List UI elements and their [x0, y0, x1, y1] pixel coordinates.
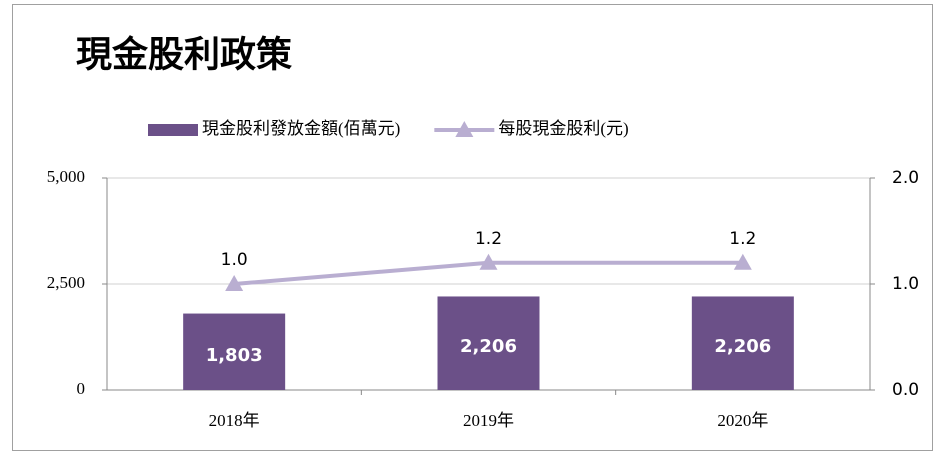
bar: [183, 313, 286, 390]
y-tick-label: 2,500: [47, 273, 85, 292]
legend-label: 每股現金股利(元): [498, 119, 628, 138]
y-tick-label: 5,000: [47, 167, 85, 186]
chart-title: 現金股利政策: [76, 33, 292, 74]
y-tick-label: 0: [77, 379, 86, 398]
y2-tick-label: 2.0: [892, 168, 919, 188]
data-label: 1.2: [475, 229, 502, 249]
y2-tick-label: 1.0: [892, 274, 919, 294]
legend-swatch: [148, 124, 198, 136]
x-tick-label: 2018年: [209, 411, 260, 430]
bar: [437, 296, 540, 390]
line-marker: [479, 253, 498, 270]
legend-label: 現金股利發放金額(佰萬元): [202, 119, 400, 138]
data-label: 2,206: [460, 336, 517, 357]
x-tick-label: 2019年: [463, 411, 514, 430]
data-label: 2,206: [714, 336, 771, 357]
line-marker: [225, 275, 244, 291]
bar: [691, 296, 794, 390]
y2-tick-label: 0.0: [892, 380, 919, 400]
data-label: 1.2: [729, 229, 756, 249]
line-marker: [733, 253, 752, 270]
x-tick-label: 2020年: [717, 411, 768, 430]
data-label: 1,803: [206, 345, 263, 366]
data-label: 1.0: [221, 250, 248, 270]
legend-swatch: [455, 121, 474, 137]
